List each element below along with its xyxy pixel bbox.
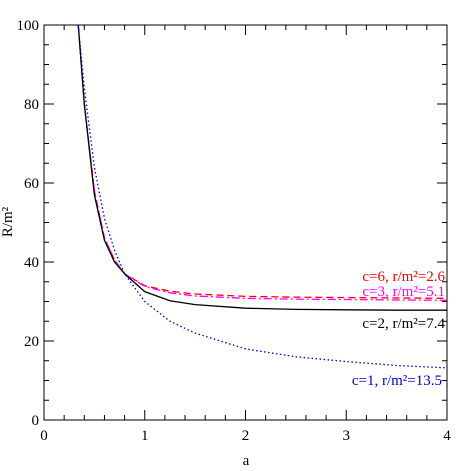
series-label: c=6, r/m²=2.6 xyxy=(362,269,445,285)
series-line xyxy=(77,24,447,311)
x-tick-label: 1 xyxy=(141,428,149,444)
y-tick-label: 40 xyxy=(24,255,39,271)
y-tick-label: 100 xyxy=(17,18,40,34)
series-label: c=3, r/m²=5.1 xyxy=(362,284,445,300)
y-tick-label: 80 xyxy=(24,97,39,113)
x-tick-label: 4 xyxy=(443,428,451,444)
y-tick-label: 60 xyxy=(24,176,39,192)
plot-frame xyxy=(43,24,448,421)
x-tick-label: 3 xyxy=(343,428,351,444)
series-line xyxy=(77,24,448,369)
series-label: c=1, r/m²=13.5 xyxy=(352,373,442,389)
x-tick-label: 0 xyxy=(40,428,48,444)
series-line xyxy=(77,24,448,299)
series-label: c=2, r/m²=7.4 xyxy=(362,316,445,332)
y-axis-label: R/m² xyxy=(0,206,16,237)
x-tick-label: 2 xyxy=(242,428,250,444)
y-tick-label: 20 xyxy=(24,334,39,350)
y-tick-label: 0 xyxy=(32,413,40,429)
x-axis-label: a xyxy=(243,453,250,469)
series-line xyxy=(77,24,448,301)
